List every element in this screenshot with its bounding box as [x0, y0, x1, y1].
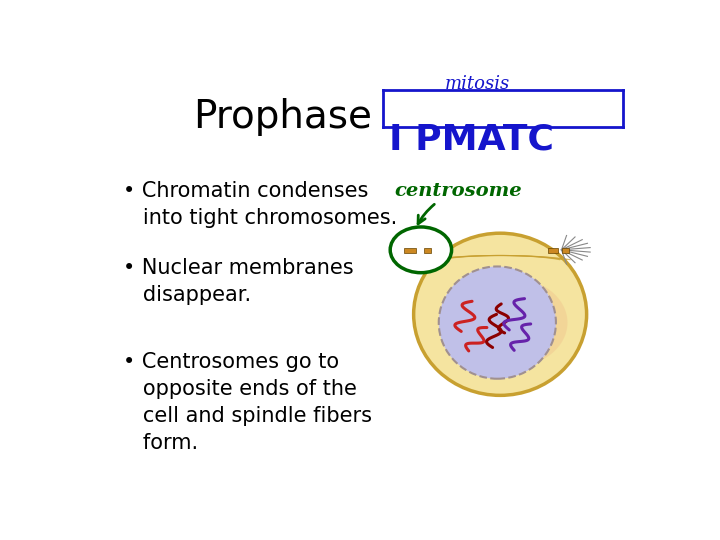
Text: form.: form. [124, 433, 199, 453]
Ellipse shape [438, 266, 556, 379]
Bar [404, 248, 416, 253]
Text: • Chromatin condenses: • Chromatin condenses [124, 181, 369, 201]
Circle shape [390, 227, 451, 273]
Text: disappear.: disappear. [124, 285, 251, 305]
Text: opposite ends of the: opposite ends of the [124, 379, 357, 399]
Ellipse shape [455, 278, 567, 367]
Text: • Centrosomes go to: • Centrosomes go to [124, 352, 340, 372]
Bar [562, 248, 570, 253]
Text: centrosome: centrosome [394, 182, 522, 224]
Bar [423, 248, 431, 253]
Bar [548, 248, 558, 253]
Text: Prophase: Prophase [193, 98, 372, 136]
Ellipse shape [413, 233, 587, 395]
Text: • Nuclear membranes: • Nuclear membranes [124, 258, 354, 278]
Text: cell and spindle fibers: cell and spindle fibers [124, 406, 372, 426]
Text: into tight chromosomes.: into tight chromosomes. [124, 208, 397, 228]
Text: mitosis: mitosis [444, 75, 510, 92]
Text: I PMATC: I PMATC [389, 123, 554, 157]
